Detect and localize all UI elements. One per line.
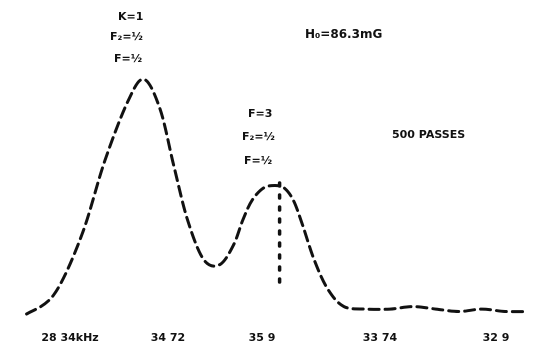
- x-tick-labels: 28 34kHz 34 72 35 9 33 74 32 9: [41, 331, 509, 344]
- plot-area: [25, 77, 530, 316]
- peak1-label-3: F=½: [114, 52, 142, 65]
- x-tick-label-5: 32 9: [483, 331, 510, 344]
- x-tick-label-4: 33 74: [363, 331, 398, 344]
- x-tick-label-3: 35 9: [249, 331, 276, 344]
- annotation-condition: H₀=86.3mG: [305, 27, 382, 41]
- peak2-label-1: F=3: [248, 107, 272, 120]
- peak1-label-2: F₂=½: [110, 30, 143, 43]
- annotation-passes: 500 PASSES: [392, 128, 465, 141]
- x-tick-label-1: 28 34kHz: [41, 331, 98, 344]
- x-tick-label-2: 34 72: [151, 331, 185, 344]
- peak1-label-1: K=1: [118, 10, 143, 23]
- series-line-1: [25, 77, 530, 316]
- peak2-label-2: F₂=½: [242, 130, 275, 143]
- peak2-label-3: F=½: [244, 154, 272, 167]
